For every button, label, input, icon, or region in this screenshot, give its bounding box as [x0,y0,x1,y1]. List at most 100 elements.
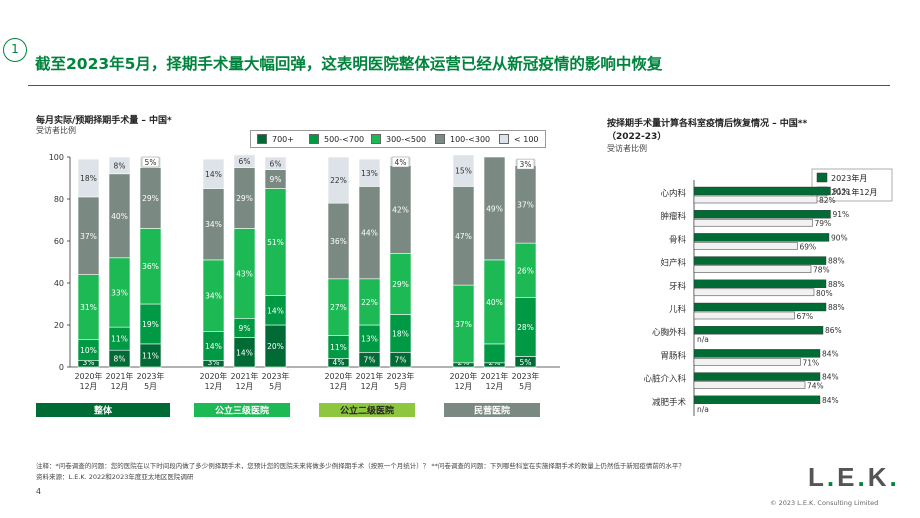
data-label: 6% [239,157,251,166]
bar-2023 [693,256,827,265]
bar-2023 [693,233,830,242]
group-label-band [444,403,540,417]
group-label-band [319,403,415,417]
group-label: 公立三级医院 [215,405,269,417]
data-label: 43% [236,270,253,279]
data-label-2023: 91% [833,187,850,196]
data-label: 19% [142,320,159,329]
data-label: 31% [80,303,97,312]
group-label: 民营医院 [474,405,510,417]
bar-2021 [693,265,812,273]
data-label-2023: 86% [825,326,842,335]
footnote-source: 资料来源：L.E.K. 2022和2023年度亚太地区医院调研 [36,473,194,481]
x-tick-label-month: 5月 [394,382,407,391]
category-label: 骨科 [669,234,687,245]
data-label: 42% [392,206,409,215]
data-label: 37% [517,200,534,209]
data-label: 33% [111,288,128,297]
data-label: 9% [270,175,282,184]
y-tick-label: 20 [54,321,64,330]
bar-segment [77,158,100,198]
data-label: 36% [330,237,347,246]
data-label: 29% [236,194,253,203]
data-label-2023: 88% [828,303,845,312]
data-label: 34% [205,292,222,301]
bar-segment [108,156,131,175]
page-number: 4 [36,487,42,496]
data-label: 11% [111,335,128,344]
x-tick-label-year: 2021年 [231,371,259,381]
legend-label-2023: 2023年月 [831,173,867,183]
data-label: 14% [205,170,222,179]
bar-2023 [693,372,821,381]
category-label: 妇产科 [660,258,686,269]
bar-2023 [693,210,831,219]
data-label: 7% [395,356,407,365]
data-label: 5% [145,158,157,167]
data-label: 44% [361,229,378,238]
data-label-2021: 78% [813,266,830,275]
data-label: 5% [520,358,532,367]
y-tick-label: 0 [59,363,64,372]
group-label: 公立二级医院 [340,405,394,417]
data-label: 3% [83,358,95,367]
data-label: 3% [520,160,532,169]
x-tick-label-year: 2021年 [481,371,509,381]
data-label: 11% [142,351,159,360]
right-chart-subtitle: 受访者比例 [607,144,647,153]
data-label: 10% [80,346,97,355]
data-label: 13% [361,335,378,344]
left-chart-subtitle: 受访者比例 [36,126,76,135]
bar-2023 [693,279,827,289]
category-label: 胃肠科 [660,350,686,361]
legend-label: < 100 [514,134,539,144]
x-tick-label-year: 2020年 [325,371,353,381]
group-label-band [194,403,290,417]
slide-number-badge: 1 [3,38,27,62]
data-label: 40% [486,298,503,307]
legend-label: 100-<300 [450,134,491,144]
copyright-notice: © 2023 L.E.K. Consulting Limited [770,499,879,507]
x-tick-label-month: 12月 [455,382,473,391]
footnote-notes: 注释：*问卷调查的问题：您的医院在以下时间段内做了多少例择期手术，您预计您的医院… [36,462,685,470]
title-divider [28,85,890,86]
bar-segment [233,154,256,168]
data-label-2021: 82% [819,196,836,205]
data-label: 13% [361,169,378,178]
data-label: 3% [208,358,220,367]
x-tick-label-year: 2020年 [200,371,228,381]
data-label: 14% [205,342,222,351]
bar-segment [264,156,287,170]
data-label: 37% [80,232,97,241]
data-label: 49% [486,204,503,213]
x-tick-label-month: 12月 [80,382,98,391]
data-label: 51% [267,238,284,247]
x-tick-label-month: 12月 [205,382,223,391]
bar-2021 [693,358,801,366]
bar-2023 [693,395,821,405]
lek-logo: L.E.K. [808,462,900,492]
y-tick-label: 60 [54,237,64,246]
data-label: 8% [114,161,126,170]
data-label: 22% [361,298,378,307]
legend-swatch-500 [309,134,319,144]
group-label-band [36,403,170,417]
bar-2021 [693,381,806,389]
data-label: 26% [517,266,534,275]
category-label: 儿科 [669,304,687,315]
data-label-2023: 91% [833,210,850,219]
x-tick-label-month: 12月 [361,382,379,391]
group-label: 整体 [93,405,113,417]
legend-item-100: 100-<300 [435,134,490,144]
bar-segment [327,156,350,204]
data-label: 28% [517,323,534,332]
x-tick-label-year: 2023年 [512,371,540,381]
data-label: 7% [364,356,376,365]
data-label-box [391,156,410,168]
legend-label: 300-<500 [386,134,427,144]
x-tick-label-month: 12月 [486,382,504,391]
legend-swatch-300 [371,134,381,144]
x-tick-label-year: 2023年 [387,371,415,381]
bar-2023 [693,349,821,358]
data-label: 40% [111,212,128,221]
